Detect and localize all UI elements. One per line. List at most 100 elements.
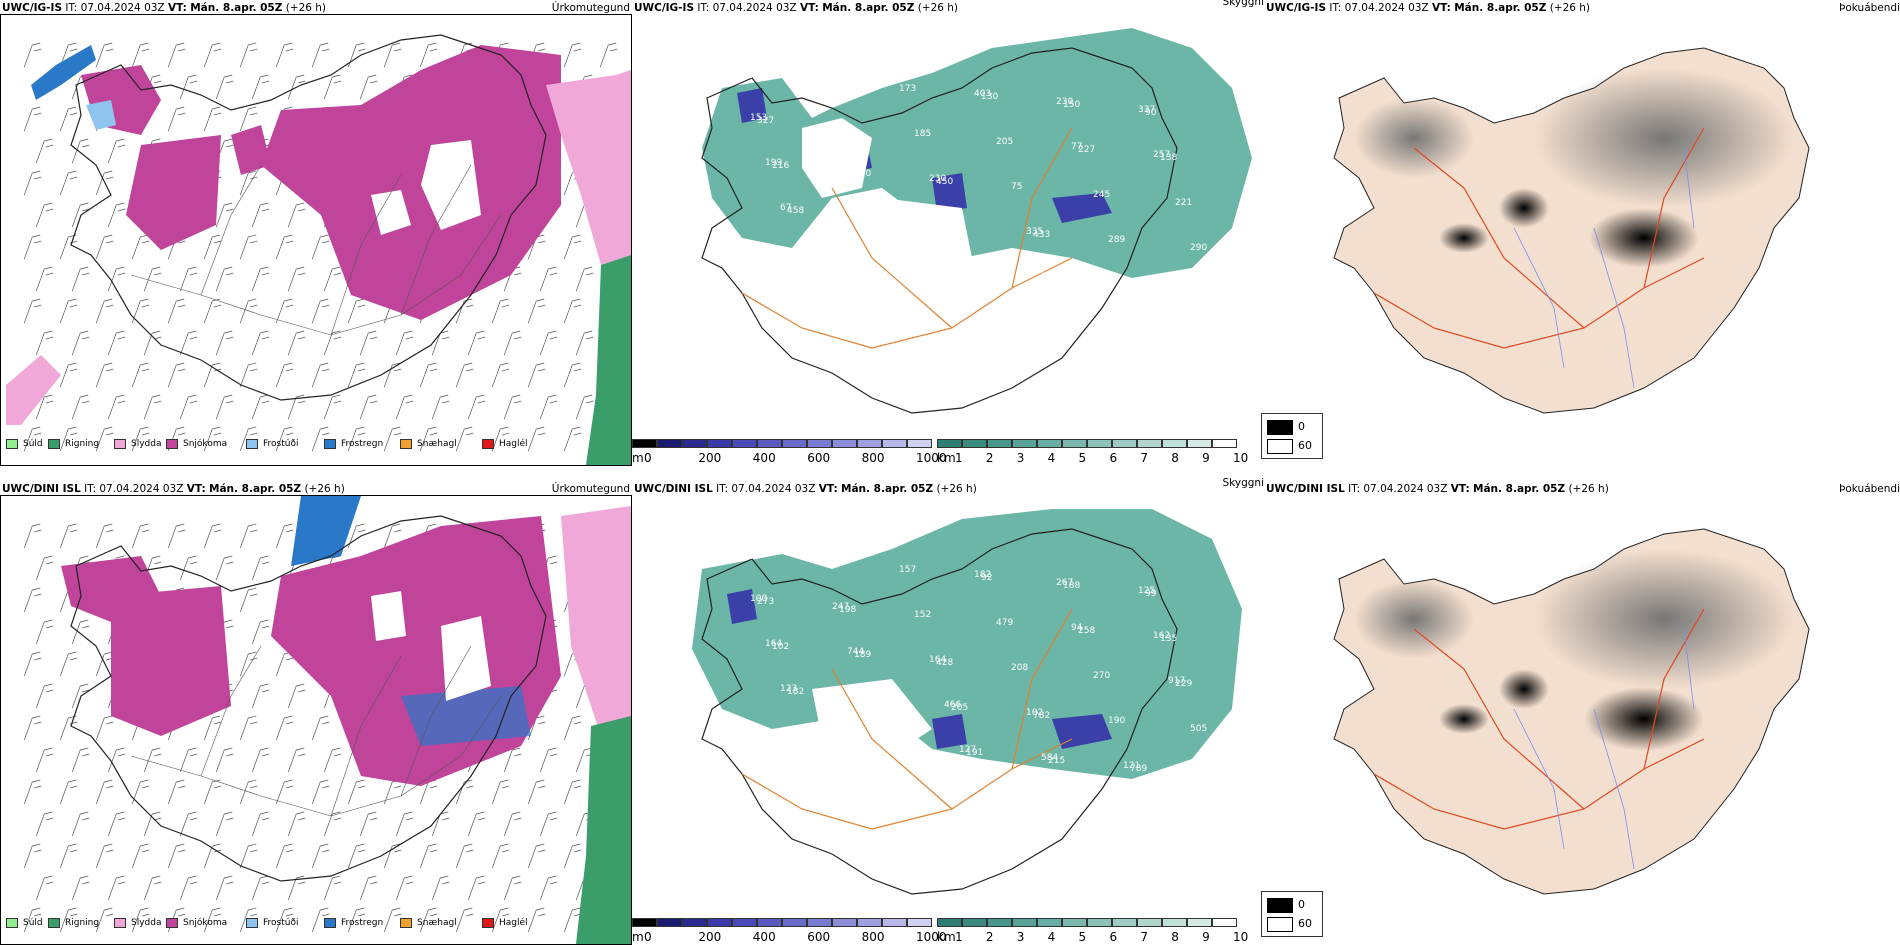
wind-barb: [311, 426, 330, 452]
wind-barb: [239, 843, 258, 869]
wind-barb: [287, 747, 306, 773]
wind-barb: [563, 234, 582, 260]
wind-barb: [95, 843, 114, 869]
wind-barb: [95, 234, 114, 260]
visibility-value: 157: [899, 565, 916, 575]
wind-barb: [239, 651, 258, 677]
snow-westfjords: [81, 65, 161, 135]
colorbar-tick: 7: [1140, 451, 1148, 465]
wind-barb: [239, 170, 258, 196]
colorbar-unit: km: [937, 930, 956, 944]
wind-barb: [215, 555, 234, 581]
wind-barb: [251, 811, 270, 837]
colorbar-block: [1162, 918, 1187, 927]
wind-barb: [167, 779, 186, 805]
visibility-value: 230: [929, 174, 946, 184]
wind-barb: [383, 426, 402, 452]
legend-swatch: [246, 918, 258, 928]
wind-barb: [71, 619, 90, 645]
visibility-value: 162: [944, 219, 961, 229]
visibility-value: 354: [862, 692, 879, 702]
rain-se: [586, 255, 631, 465]
wind-barb: [35, 555, 54, 581]
wind-barb: [419, 843, 438, 869]
fog-grey-north: [1534, 68, 1794, 208]
colorbar-block: [757, 439, 782, 448]
colorbar-block: [807, 439, 832, 448]
visibility-value: 450: [936, 177, 953, 187]
wind-barb: [23, 651, 42, 677]
vis-white-center: [812, 679, 932, 769]
wind-barb: [563, 426, 582, 452]
wind-barb: [323, 747, 342, 773]
wind-barb: [539, 266, 558, 292]
wind-barb: [71, 683, 90, 709]
vis-blue-2: [932, 714, 967, 749]
visibility-value: 150: [1063, 100, 1080, 110]
roads: [130, 645, 502, 817]
legend-label: Frostúði: [263, 439, 299, 449]
visibility-value: 173: [899, 84, 916, 94]
variable-name: Þokuábendi: [1839, 2, 1900, 14]
wind-barb: [275, 42, 294, 68]
colorbar-tick: 600: [807, 451, 831, 465]
colorbar-block: [732, 918, 757, 927]
wind-barb: [359, 394, 378, 420]
visibility-value: 94: [1071, 623, 1083, 633]
wind-barb: [143, 747, 162, 773]
legend-swatch: [324, 918, 336, 928]
legend-swatch: [324, 439, 336, 449]
wind-barb: [215, 394, 234, 420]
legend-swatch: [48, 439, 60, 449]
wind-barb: [383, 907, 402, 933]
colorbar-tick: 6: [1109, 930, 1118, 944]
visibility-value: 244: [817, 557, 834, 567]
colorbar-block: [1012, 439, 1037, 448]
wind-barb: [311, 298, 330, 324]
wind-barb: [203, 298, 222, 324]
colorbar-block: [782, 439, 807, 448]
wind-barb: [179, 875, 198, 901]
legend-swatch: [246, 439, 258, 449]
visibility-value: 227: [1078, 145, 1095, 155]
wind-barb: [467, 811, 486, 837]
visibility-value: 92: [981, 573, 992, 583]
visibility-value: 370: [854, 169, 871, 179]
wind-barb: [539, 394, 558, 420]
wind-barb: [203, 843, 222, 869]
wind-barb: [95, 779, 114, 805]
wind-barb: [239, 42, 258, 68]
wind-barb: [95, 426, 114, 452]
visibility-value: 185: [914, 129, 931, 139]
wind-barb: [383, 362, 402, 388]
legend-swatch: [482, 918, 494, 928]
fog-grey-west: [1354, 579, 1474, 659]
snow-area-west: [111, 586, 231, 736]
wind-barb: [347, 779, 366, 805]
visibility-value: 127: [959, 745, 976, 755]
wind-barb: [59, 170, 78, 196]
visibility-value: 183: [742, 552, 759, 562]
vis-blue-2: [1052, 193, 1112, 223]
wind-barb: [107, 394, 126, 420]
wind-barb: [527, 298, 546, 324]
visibility-labels: 181 80 450 433 217 327 370 94 21 90 216 234 98 150 138…: [742, 71, 1222, 298]
wind-barb: [167, 106, 186, 132]
legend-item: Snjókoma: [166, 918, 227, 928]
roads: [741, 127, 1073, 349]
coastline: [701, 528, 1178, 895]
wind-barb: [131, 843, 150, 869]
colorbar-tick: 0: [644, 451, 652, 465]
legend-item: Frostregn: [324, 439, 383, 449]
wind-barb: [311, 362, 330, 388]
wind-barb: [35, 875, 54, 901]
wind-barb: [35, 330, 54, 356]
visibility-value: 230: [1056, 97, 1073, 107]
wind-barb: [179, 330, 198, 356]
panel-precip-top: UWC/IG-IS IT: 07.04.2024 03Z VT: Mán. 8.…: [0, 2, 632, 466]
precip-map: [23, 496, 631, 944]
wind-barb: [431, 811, 450, 837]
wind-barb: [563, 298, 582, 324]
wind-barb: [167, 843, 186, 869]
vis-blue-1: [1052, 714, 1112, 749]
